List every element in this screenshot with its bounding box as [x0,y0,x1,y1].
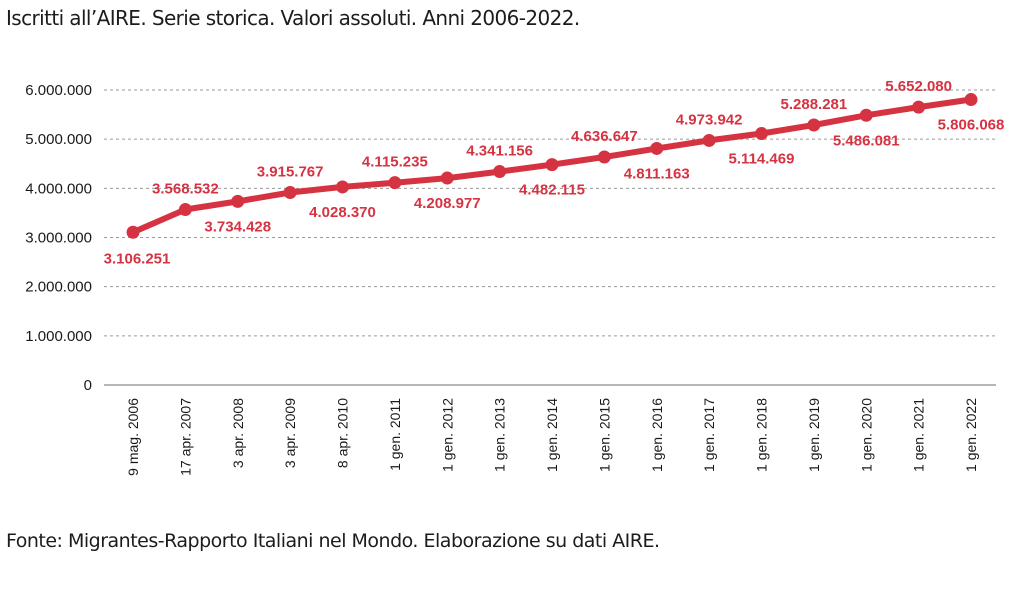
x-tick-label: 1 gen. 2012 [439,398,455,472]
y-tick-label: 5.000.000 [25,131,92,148]
x-tick-label: 1 gen. 2016 [649,398,665,472]
source-note: Fonte: Migrantes-Rapporto Italiani nel M… [6,530,660,552]
data-point [912,100,926,114]
x-tick-label: 17 apr. 2007 [177,398,193,476]
data-point [545,158,559,172]
y-tick-label: 6.000.000 [25,82,92,99]
data-label: 5.114.469 [729,151,795,168]
data-label: 4.811.163 [624,165,690,182]
data-label: 3.568.532 [152,181,219,198]
data-point [231,194,245,208]
x-tick-label: 1 gen. 2014 [544,398,560,472]
data-point [388,176,402,190]
data-point [178,203,192,217]
data-labels: 3.106.251 3.568.532 3.734.428 3.915.767 4.02… [104,78,1005,267]
x-tick-label: 1 gen. 2015 [596,398,612,472]
y-tick-label: 3.000.000 [25,230,92,247]
x-tick-label: 8 apr. 2010 [335,398,351,468]
data-point [650,141,664,155]
y-axis-ticks: 0 1.000.000 2.000.000 3.000.000 4.000.000 5.0… [25,82,92,394]
data-point [859,108,873,122]
x-axis-ticks: 9 mag. 2006 17 apr. 2007 3 apr. 2008 3 apr.… [125,398,979,476]
data-label: 3.106.251 [104,250,171,267]
y-tick-label: 4.000.000 [25,180,92,197]
data-point [807,118,821,132]
data-point [126,225,140,239]
data-point [702,133,716,147]
data-point [597,150,611,164]
x-tick-label: 1 gen. 2022 [963,398,979,472]
x-tick-label: 1 gen. 2021 [911,398,927,472]
data-label: 5.288.281 [781,96,848,113]
data-point [755,127,768,141]
x-tick-label: 1 gen. 2017 [701,398,717,472]
x-tick-label: 3 apr. 2008 [230,398,246,468]
data-point [336,180,349,194]
x-tick-label: 1 gen. 2013 [492,398,508,472]
data-label: 3.734.428 [204,218,271,235]
data-label: 4.115.235 [362,154,428,171]
data-point [283,185,297,199]
chart-title: Iscritti all’AIRE. Serie storica. Valori… [6,6,580,30]
gridlines [104,89,996,386]
data-label: 4.208.977 [414,195,481,212]
x-tick-label: 1 gen. 2018 [754,398,770,472]
data-label: 4.636.647 [571,128,638,145]
y-tick-label: 0 [84,377,92,394]
data-label: 5.486.081 [833,132,900,149]
y-tick-label: 2.000.000 [25,279,92,296]
x-tick-label: 1 gen. 2011 [387,398,403,471]
x-tick-label: 3 apr. 2009 [282,398,298,468]
data-label: 3.915.767 [257,163,324,180]
x-tick-label: 1 gen. 2019 [806,398,822,472]
data-label: 5.806.068 [938,117,1005,134]
data-label: 4.973.942 [676,111,743,128]
x-tick-label: 9 mag. 2006 [125,398,141,476]
series-points [126,93,978,239]
y-tick-label: 1.000.000 [25,328,92,345]
data-label: 4.482.115 [519,182,585,199]
data-label: 4.341.156 [466,143,533,160]
data-point [964,93,978,107]
data-point [440,171,454,185]
data-point [493,165,507,179]
data-label: 4.028.370 [309,204,376,221]
x-tick-label: 1 gen. 2020 [858,398,874,472]
data-label: 5.652.080 [885,78,952,95]
